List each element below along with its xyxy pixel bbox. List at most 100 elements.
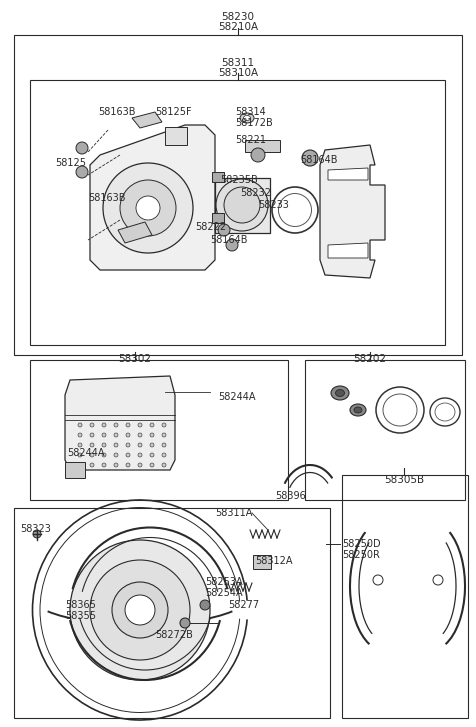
Circle shape xyxy=(126,423,130,427)
Text: 58235B: 58235B xyxy=(220,175,258,185)
Circle shape xyxy=(76,142,88,154)
Circle shape xyxy=(33,530,41,538)
Bar xyxy=(215,178,270,233)
Text: 58233: 58233 xyxy=(258,200,289,210)
Polygon shape xyxy=(328,168,368,180)
Circle shape xyxy=(90,560,190,660)
Circle shape xyxy=(162,463,166,467)
Text: 58125: 58125 xyxy=(55,158,86,168)
Text: 58221: 58221 xyxy=(235,135,266,145)
Text: 58311A: 58311A xyxy=(215,508,252,518)
Bar xyxy=(342,475,468,718)
Text: 58250R: 58250R xyxy=(342,550,380,560)
Bar xyxy=(30,360,288,500)
Polygon shape xyxy=(90,125,215,270)
Circle shape xyxy=(126,443,130,447)
Bar xyxy=(14,35,462,355)
Circle shape xyxy=(138,443,142,447)
Circle shape xyxy=(251,148,265,162)
Circle shape xyxy=(114,433,118,437)
Circle shape xyxy=(90,463,94,467)
Circle shape xyxy=(138,453,142,457)
Ellipse shape xyxy=(350,404,366,416)
Text: 58202: 58202 xyxy=(354,354,387,364)
Circle shape xyxy=(150,433,154,437)
Text: 58230: 58230 xyxy=(221,12,255,22)
Text: 58244A: 58244A xyxy=(67,448,105,458)
Polygon shape xyxy=(65,376,175,470)
Text: 58125F: 58125F xyxy=(155,107,192,117)
Circle shape xyxy=(162,423,166,427)
Text: 58310A: 58310A xyxy=(218,68,258,78)
Circle shape xyxy=(114,463,118,467)
Polygon shape xyxy=(65,462,85,478)
Text: 58254A: 58254A xyxy=(205,588,243,598)
Text: 58323: 58323 xyxy=(20,524,51,534)
Text: 58277: 58277 xyxy=(228,600,259,610)
Circle shape xyxy=(373,575,383,585)
Ellipse shape xyxy=(240,113,254,123)
Text: 58163B: 58163B xyxy=(98,107,136,117)
Circle shape xyxy=(78,453,82,457)
Bar xyxy=(245,140,280,152)
Text: 58172B: 58172B xyxy=(235,118,273,128)
Circle shape xyxy=(162,453,166,457)
Circle shape xyxy=(102,433,106,437)
Circle shape xyxy=(162,443,166,447)
Circle shape xyxy=(120,180,176,236)
Text: 58164B: 58164B xyxy=(210,235,248,245)
Text: 58272B: 58272B xyxy=(155,630,193,640)
Circle shape xyxy=(180,618,190,628)
Circle shape xyxy=(90,443,94,447)
Circle shape xyxy=(76,166,88,178)
Text: 58222: 58222 xyxy=(195,222,226,232)
Bar xyxy=(305,360,465,500)
Circle shape xyxy=(90,423,94,427)
Circle shape xyxy=(150,423,154,427)
Circle shape xyxy=(78,433,82,437)
Circle shape xyxy=(138,423,142,427)
Circle shape xyxy=(102,443,106,447)
Circle shape xyxy=(150,463,154,467)
Circle shape xyxy=(138,433,142,437)
Text: 58305B: 58305B xyxy=(384,475,424,485)
Circle shape xyxy=(78,423,82,427)
Circle shape xyxy=(70,540,210,680)
Text: 58396: 58396 xyxy=(275,491,306,501)
Circle shape xyxy=(114,443,118,447)
Bar xyxy=(253,555,271,569)
Text: 58365: 58365 xyxy=(65,600,96,610)
Circle shape xyxy=(224,187,260,223)
Circle shape xyxy=(90,453,94,457)
Circle shape xyxy=(114,453,118,457)
Polygon shape xyxy=(132,112,162,128)
Bar xyxy=(14,508,330,718)
Circle shape xyxy=(126,463,130,467)
Polygon shape xyxy=(328,243,368,258)
Ellipse shape xyxy=(354,407,362,413)
Bar xyxy=(30,80,445,345)
Circle shape xyxy=(216,179,268,231)
Text: 58312A: 58312A xyxy=(255,556,292,566)
Circle shape xyxy=(125,595,155,625)
Text: 58232: 58232 xyxy=(240,188,271,198)
Circle shape xyxy=(226,239,238,251)
Circle shape xyxy=(126,433,130,437)
Text: 58163B: 58163B xyxy=(88,193,126,203)
Circle shape xyxy=(102,463,106,467)
Circle shape xyxy=(150,453,154,457)
Bar xyxy=(165,127,187,145)
Circle shape xyxy=(78,463,82,467)
Text: 58302: 58302 xyxy=(119,354,151,364)
Circle shape xyxy=(114,423,118,427)
Ellipse shape xyxy=(244,116,250,121)
Circle shape xyxy=(162,433,166,437)
Circle shape xyxy=(138,463,142,467)
Ellipse shape xyxy=(336,390,345,396)
Bar xyxy=(212,172,224,182)
Text: 58250D: 58250D xyxy=(342,539,381,549)
Circle shape xyxy=(112,582,168,638)
Text: 58314: 58314 xyxy=(235,107,266,117)
Circle shape xyxy=(103,163,193,253)
Circle shape xyxy=(126,453,130,457)
